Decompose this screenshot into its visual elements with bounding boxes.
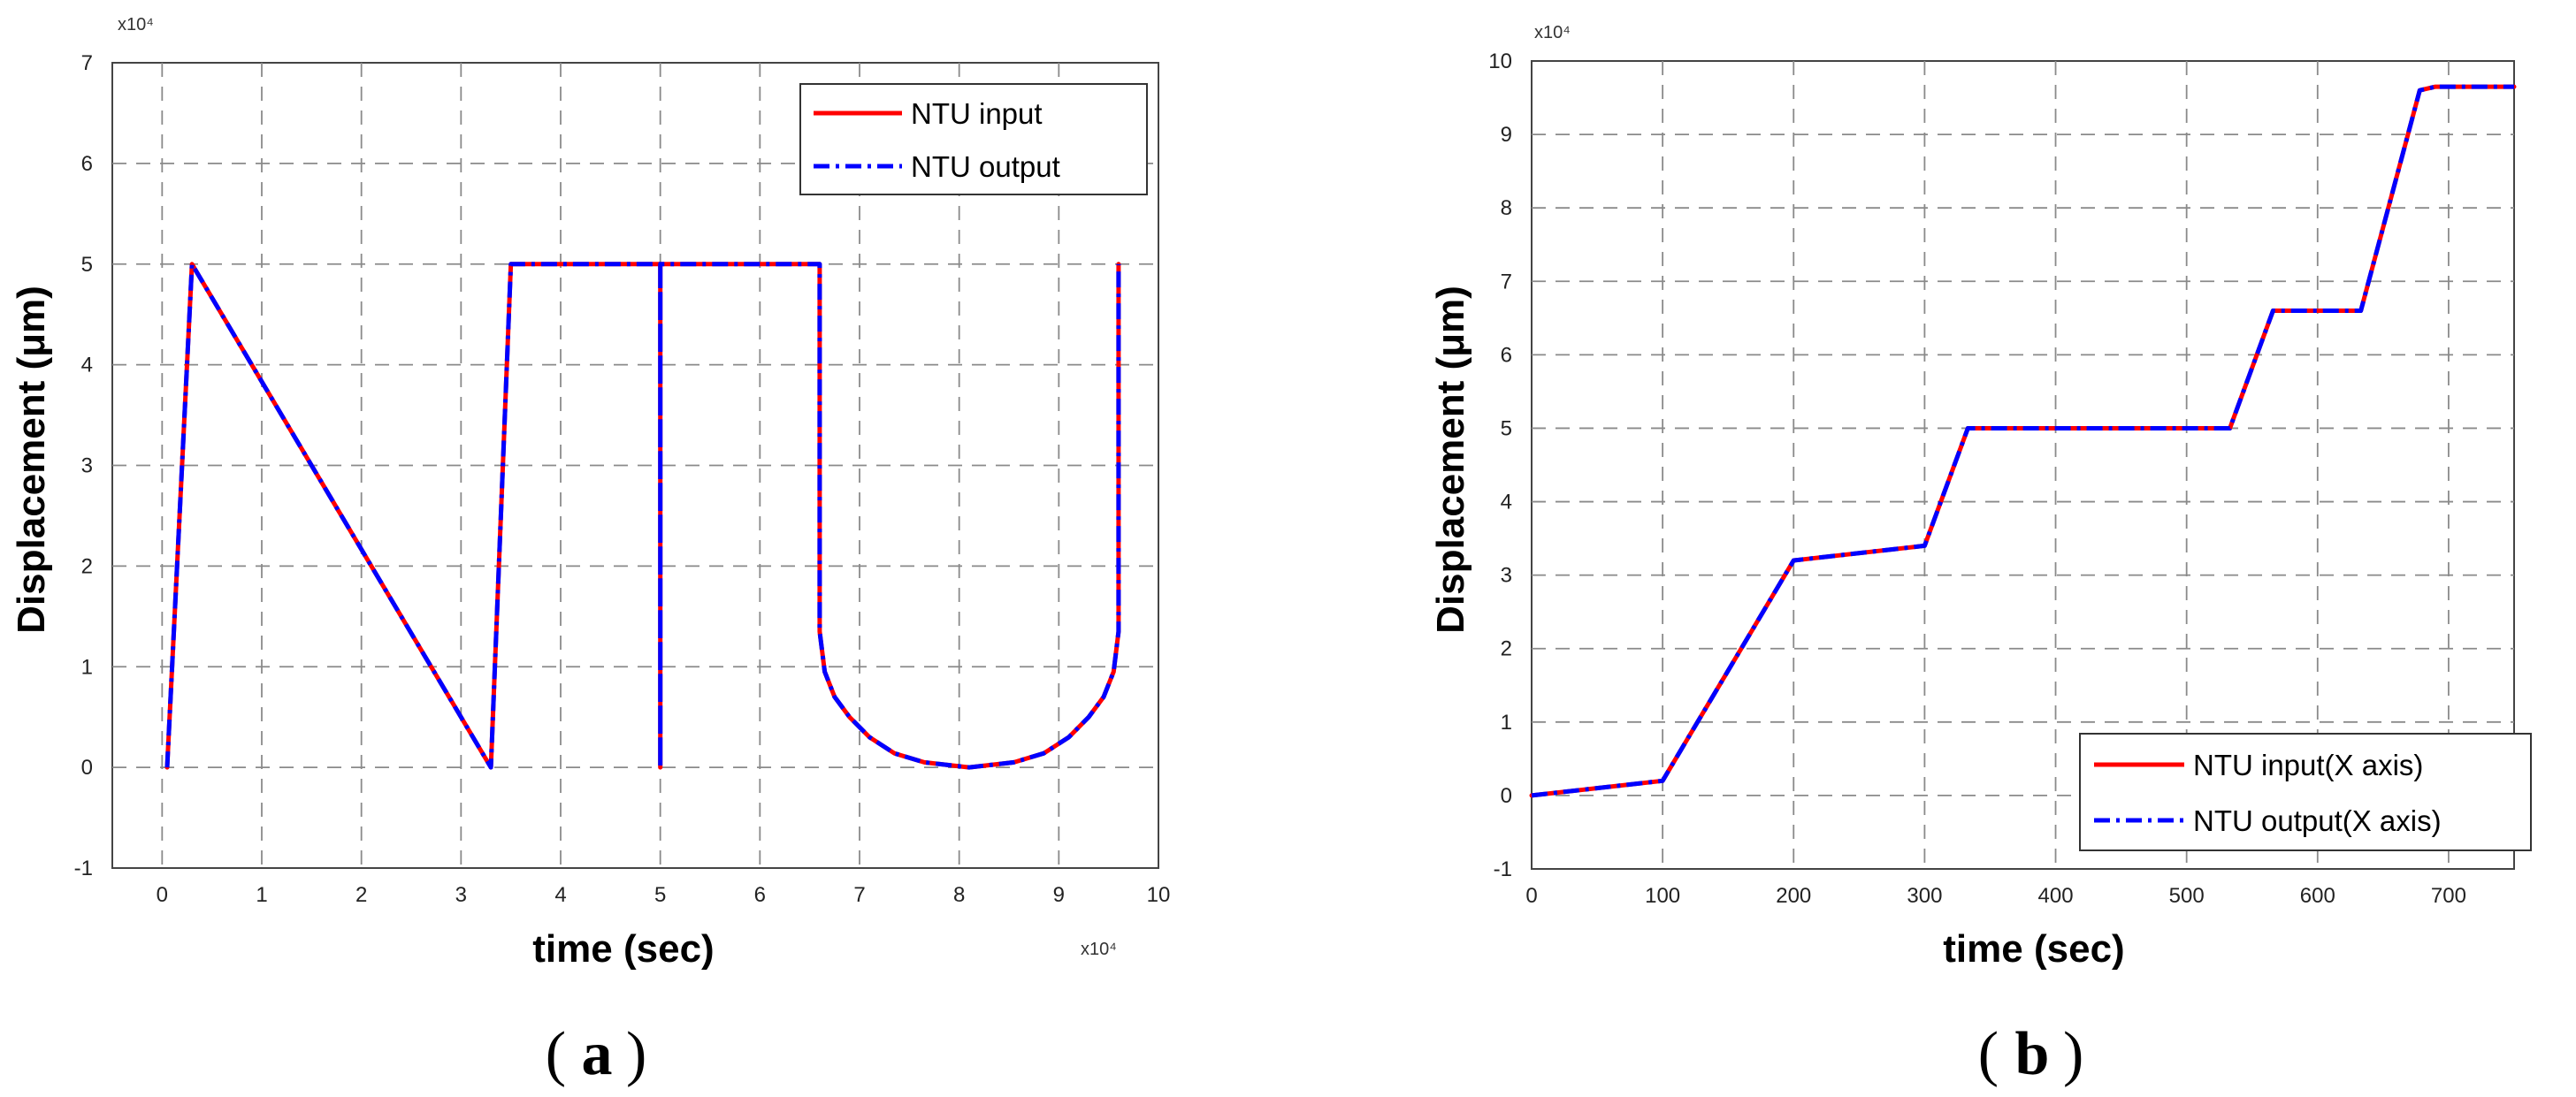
panel-a-y-axis-label: Displacement (μm) [10, 286, 53, 634]
svg-text:(: ( [1978, 1020, 1999, 1088]
panel-b-x-ticks: 0 100 200 300 400 500 600 700 [1525, 884, 2466, 908]
panel-a-series-output-line [164, 262, 1121, 770]
panel-b-chart: 0 100 200 300 400 500 600 700 -1 0 1 2 3 4 5 6 7 8 9 10 x1… [1429, 23, 2532, 971]
svg-text:): ) [2063, 1020, 2083, 1088]
panel-b-x-tick-label: 600 [2300, 884, 2335, 908]
panel-b-legend-box [2079, 733, 2532, 851]
caption-a: ( a ) [546, 1020, 647, 1088]
panel-b-x-tick-label: 300 [1907, 884, 1942, 908]
panel-a-y-tick-label: 6 [81, 152, 93, 176]
panel-b-y-tick-label: 4 [1501, 491, 1512, 514]
panel-a-y-ticks: -1 0 1 2 3 4 5 6 7 [74, 51, 93, 880]
panel-a-x-tick-label: 10 [1147, 883, 1171, 907]
panel-a-chart: 0 1 2 3 4 5 6 7 8 9 10 -1 0 1 2 3 4 5 6 7 x10⁴ x10⁴ time (… [10, 15, 1170, 971]
panel-b-x-tick-label: 700 [2431, 884, 2466, 908]
panel-a-x-tick-label: 2 [355, 883, 367, 907]
panel-b-y-ticks: -1 0 1 2 3 4 5 6 7 8 9 10 [1488, 50, 1512, 881]
panel-b-y-tick-label: 8 [1501, 196, 1512, 220]
panel-a-y-tick-label: 7 [81, 51, 93, 75]
panel-b-y-tick-label: 6 [1501, 343, 1512, 367]
caption-b: ( b ) [1978, 1020, 2084, 1088]
panel-a-legend: NTU input NTU output [799, 83, 1148, 195]
panel-a-legend-label-output: NTU output [911, 150, 1060, 183]
panel-a-x-tick-label: 4 [554, 883, 566, 907]
panel-a-x-tick-label: 0 [157, 883, 168, 907]
panel-a-x-tick-label: 9 [1053, 883, 1065, 907]
panel-b-y-axis-label: Displacement (μm) [1429, 286, 1472, 634]
panel-a-series [164, 262, 1121, 770]
panel-b-legend-label-input: NTU input(X axis) [2193, 749, 2423, 781]
panel-b-x-axis-label: time (sec) [1943, 927, 2124, 971]
panel-a-x-ticks: 0 1 2 3 4 5 6 7 8 9 10 [157, 883, 1171, 907]
panel-b-y-tick-label: -1 [1494, 857, 1512, 881]
panel-a-x-tick-label: 8 [953, 883, 965, 907]
panel-a-legend-box [799, 83, 1148, 195]
panel-b-y-tick-label: 3 [1501, 564, 1512, 588]
panel-a-y-tick-label: 3 [81, 454, 93, 478]
panel-b-y-tick-label: 9 [1501, 123, 1512, 147]
panel-b-x-tick-label: 0 [1525, 884, 1537, 908]
panel-b-x-tick-label: 400 [2038, 884, 2074, 908]
panel-a-y-tick-label: -1 [74, 857, 93, 880]
caption-b-letter: b [2015, 1020, 2050, 1088]
panel-b-y-tick-label: 7 [1501, 270, 1512, 293]
panel-b-x-tick-label: 500 [2169, 884, 2205, 908]
panel-a-y-tick-label: 5 [81, 253, 93, 277]
panel-b-y-multiplier: x10⁴ [1534, 23, 1571, 42]
panel-a-x-tick-label: 5 [654, 883, 666, 907]
panel-a-x-multiplier: x10⁴ [1081, 940, 1117, 959]
panel-a-x-axis-label: time (sec) [532, 927, 714, 971]
panel-a-x-tick-label: 7 [853, 883, 865, 907]
panel-a-legend-label-input: NTU input [911, 97, 1043, 130]
panel-a-y-tick-label: 4 [81, 354, 93, 377]
panel-b-y-tick-label: 10 [1488, 50, 1512, 73]
panel-b-series-output-line [1531, 84, 2514, 798]
panel-b-y-tick-label: 2 [1501, 637, 1512, 661]
panel-b-x-tick-label: 200 [1776, 884, 1811, 908]
panel-b-y-tick-label: 5 [1501, 416, 1512, 440]
panel-b-y-tick-label: 1 [1501, 711, 1512, 735]
panel-a-x-tick-label: 1 [256, 883, 267, 907]
panel-b-legend: NTU input(X axis) NTU output(X axis) [2079, 733, 2532, 851]
panel-b-legend-label-output: NTU output(X axis) [2193, 804, 2442, 837]
panel-a-x-tick-label: 6 [754, 883, 766, 907]
panel-a-y-tick-label: 2 [81, 554, 93, 578]
panel-a-y-tick-label: 0 [81, 756, 93, 780]
svg-text:(: ( [546, 1020, 566, 1088]
svg-text:): ) [626, 1020, 646, 1088]
panel-a-x-tick-label: 3 [455, 883, 467, 907]
panel-a-y-tick-label: 1 [81, 655, 93, 679]
panel-a-y-multiplier: x10⁴ [118, 15, 154, 34]
caption-a-letter: a [582, 1020, 613, 1088]
panel-b-y-tick-label: 0 [1501, 784, 1512, 808]
panel-b-series [1529, 84, 2517, 798]
panel-b-x-tick-label: 100 [1645, 884, 1680, 908]
